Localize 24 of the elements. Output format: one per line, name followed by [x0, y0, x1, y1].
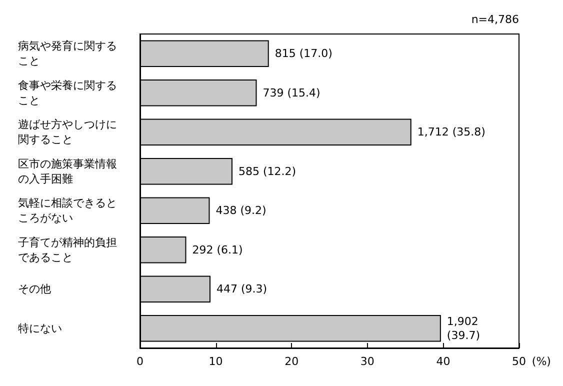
x-tick-label: 30 [360, 355, 374, 368]
data-label: 739 (15.4) [262, 86, 320, 100]
text: n=4,786 [471, 13, 520, 26]
y-tick-label: 気軽に相談できるところがない [18, 196, 117, 225]
data-label: 1,712 (35.8) [417, 126, 486, 139]
data-label: 585 (12.2) [238, 164, 296, 178]
data-label: 447 (9.3) [216, 282, 268, 296]
x-tick-label: 10 [208, 355, 223, 368]
y-tick-label: その他 [18, 282, 51, 296]
y-tick-label: 遊ばせ方やしつけに関すること [18, 118, 117, 146]
y-tick-label: 病気や発育に関すること [18, 40, 117, 68]
y-tick-label: 子育てが精神的負担であること [18, 236, 117, 264]
y-tick-label: 区市の施策事業情報の入手困難 [18, 157, 117, 186]
x-axis-title: (%) [532, 355, 551, 368]
y-tick-label: 食事や栄養に関すること [18, 78, 117, 107]
x-tick-label: 40 [436, 355, 450, 368]
y-tick-label: 特にない [18, 322, 62, 335]
data-label: 438 (9.2) [216, 204, 266, 218]
x-tick-label: 0 [136, 355, 144, 368]
data-label: 815 (17.0) [274, 47, 332, 60]
x-tick-label: 50 [512, 355, 526, 368]
data-label: 1,902 (39.7) [446, 314, 480, 342]
x-tick-label: 20 [284, 355, 299, 368]
data-label: 292 (6.1) [192, 243, 243, 256]
